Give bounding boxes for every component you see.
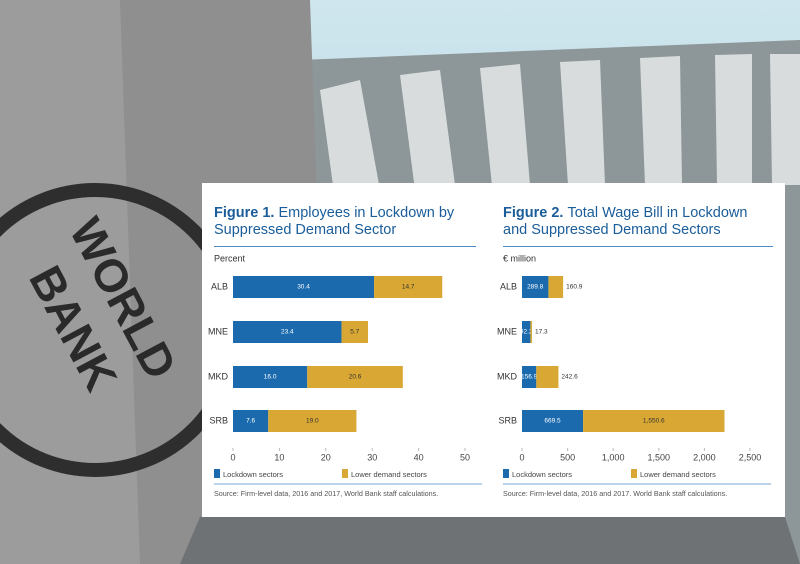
bar-segment: [530, 321, 532, 343]
x-tick-label: 2,500: [739, 452, 762, 462]
y-tick-label: MNE: [208, 326, 228, 336]
y-tick-label: MKD: [208, 371, 229, 381]
value-label: 156.9: [521, 374, 538, 381]
x-tick-label: 0: [230, 452, 235, 462]
bar-segment: [233, 321, 342, 343]
ground: [180, 517, 800, 564]
value-label: 669.5: [544, 418, 561, 425]
legend-swatch: [342, 469, 348, 478]
value-label: 20.6: [349, 374, 362, 381]
value-label: 289.8: [527, 284, 544, 291]
legend-swatch: [631, 469, 637, 478]
title-rule: [214, 246, 476, 247]
value-label: 19.0: [306, 418, 319, 425]
legend-label: Lockdown sectors: [223, 470, 283, 479]
bar-segment: [522, 321, 531, 343]
value-label: 14.7: [402, 284, 415, 291]
bar-segment: [522, 366, 537, 388]
value-label: 23.4: [281, 329, 294, 336]
x-tick-label: 20: [321, 452, 331, 462]
columns: [320, 54, 800, 200]
value-label: 7.6: [246, 418, 255, 425]
figure-label: Figure 2.: [503, 205, 564, 221]
value-label: 160.9: [566, 284, 583, 291]
value-label: 242.6: [561, 374, 578, 381]
x-tick-label: 500: [560, 452, 575, 462]
unit-label: Percent: [214, 253, 246, 263]
y-tick-label: SRB: [209, 415, 228, 425]
y-tick-label: MKD: [497, 371, 518, 381]
x-tick-label: 40: [414, 452, 424, 462]
value-label: 5.7: [350, 329, 359, 336]
figure-title: Figure 1. Employees in Lockdown by Suppre…: [214, 205, 484, 239]
unit-label: € million: [503, 253, 536, 263]
building-wall-light: [0, 0, 140, 564]
bar-segment: [583, 410, 725, 432]
bar-segment: [522, 276, 549, 298]
value-label: 92.2: [520, 329, 533, 336]
value-label: 30.4: [297, 284, 310, 291]
bar-segment: [233, 276, 375, 298]
bar-segment: [307, 366, 403, 388]
figure-label: Figure 1.: [214, 205, 275, 221]
bar-segment: [536, 366, 559, 388]
figure-title: Figure 2. Total Wage Bill in Lockdown and…: [503, 205, 773, 239]
y-tick-label: SRB: [498, 415, 517, 425]
title-text: Total Wage Bill in Lockdown and Suppress…: [503, 205, 748, 238]
bar-segment: [548, 276, 564, 298]
bar-segment: [233, 410, 269, 432]
bar-segment: [233, 366, 308, 388]
legend-label: Lower demand sectors: [640, 470, 716, 479]
legend-swatch: [503, 469, 509, 478]
title-rule: [503, 246, 773, 247]
x-tick-label: 2,000: [693, 452, 716, 462]
bar-segment: [341, 321, 369, 343]
value-label: 16.0: [264, 374, 277, 381]
source-note: Source: Firm-level data, 2016 and 2017, …: [214, 489, 438, 498]
bar-segment: [374, 276, 443, 298]
y-tick-label: MNE: [497, 326, 517, 336]
figure-panel: [202, 183, 785, 517]
bar-segment: [522, 410, 584, 432]
x-tick-label: 10: [274, 452, 284, 462]
x-tick-label: 1,000: [602, 452, 625, 462]
source-note: Source: Firm-level data, 2016 and 2017. …: [503, 489, 727, 498]
legend-label: Lockdown sectors: [512, 470, 572, 479]
x-tick-label: 30: [367, 452, 377, 462]
y-tick-label: ALB: [211, 281, 228, 291]
bar-segment: [268, 410, 357, 432]
y-tick-label: ALB: [500, 281, 517, 291]
x-tick-label: 50: [460, 452, 470, 462]
legend-swatch: [214, 469, 220, 478]
title-text: Employees in Lockdown by Suppressed Dema…: [214, 205, 455, 238]
x-tick-label: 0: [519, 452, 524, 462]
legend-label: Lower demand sectors: [351, 470, 427, 479]
plots: Percent 0 10 20 30 40 50 ALB 30.4 14.7 MNE 23.4 5.7 M…: [208, 253, 771, 498]
value-label: 17.3: [535, 329, 548, 336]
value-label: 1,550.6: [643, 418, 665, 425]
x-tick-label: 1,500: [648, 452, 671, 462]
